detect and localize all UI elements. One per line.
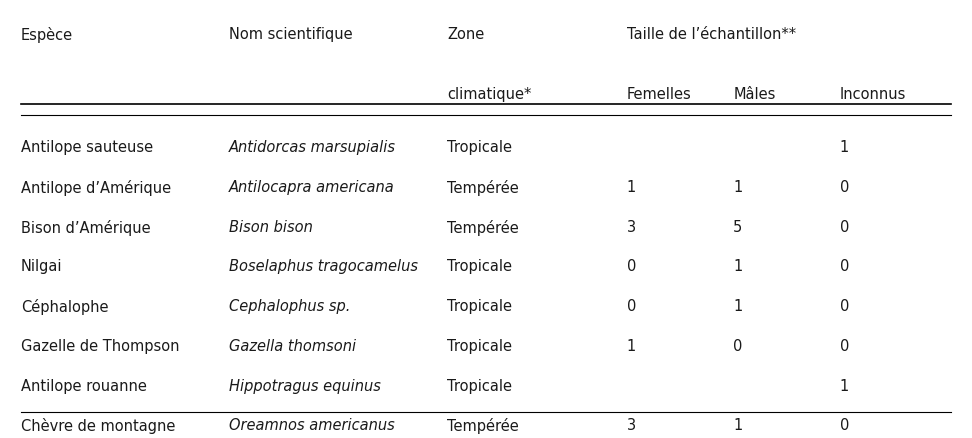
Text: Antidorcas marsupialis: Antidorcas marsupialis [229,140,397,155]
Text: 0: 0 [733,339,743,354]
Text: 0: 0 [840,339,850,354]
Text: Mâles: Mâles [733,87,776,102]
Text: 1: 1 [627,339,636,354]
Text: Tempérée: Tempérée [447,220,519,236]
Text: Zone: Zone [447,27,484,42]
Text: 0: 0 [627,299,636,314]
Text: Hippotragus equinus: Hippotragus equinus [229,379,381,394]
Text: 1: 1 [733,299,743,314]
Text: Nilgai: Nilgai [20,259,62,275]
Text: Taille de l’échantillon**: Taille de l’échantillon** [627,27,796,42]
Text: Gazella thomsoni: Gazella thomsoni [229,339,357,354]
Text: climatique*: climatique* [447,87,532,102]
Text: Tropicale: Tropicale [447,299,512,314]
Text: Antilope rouanne: Antilope rouanne [20,379,147,394]
Text: Tempérée: Tempérée [447,180,519,196]
Text: Tropicale: Tropicale [447,140,512,155]
Text: 0: 0 [840,299,850,314]
Text: Tropicale: Tropicale [447,259,512,275]
Text: 1: 1 [627,180,636,195]
Text: Tropicale: Tropicale [447,339,512,354]
Text: 1: 1 [733,180,743,195]
Text: Nom scientifique: Nom scientifique [229,27,353,42]
Text: Tempérée: Tempérée [447,418,519,434]
Text: Bison bison: Bison bison [229,220,313,235]
Text: 5: 5 [733,220,743,235]
Text: Oreamnos americanus: Oreamnos americanus [229,418,395,434]
Text: 0: 0 [627,259,636,275]
Text: 1: 1 [733,259,743,275]
Text: Bison d’Amérique: Bison d’Amérique [20,220,151,236]
Text: Femelles: Femelles [627,87,691,102]
Text: Inconnus: Inconnus [840,87,906,102]
Text: Antilocapra americana: Antilocapra americana [229,180,395,195]
Text: Antilope d’Amérique: Antilope d’Amérique [20,180,171,196]
Text: Boselaphus tragocamelus: Boselaphus tragocamelus [229,259,418,275]
Text: 0: 0 [840,220,850,235]
Text: 1: 1 [840,379,849,394]
Text: 1: 1 [840,140,849,155]
Text: Chèvre de montagne: Chèvre de montagne [20,418,175,434]
Text: 1: 1 [733,418,743,434]
Text: 3: 3 [627,220,636,235]
Text: 0: 0 [840,259,850,275]
Text: Céphalophe: Céphalophe [20,299,108,315]
Text: 0: 0 [840,180,850,195]
Text: Antilope sauteuse: Antilope sauteuse [20,140,153,155]
Text: Espèce: Espèce [20,27,73,43]
Text: Gazelle de Thompson: Gazelle de Thompson [20,339,179,354]
Text: Cephalophus sp.: Cephalophus sp. [229,299,351,314]
Text: Tropicale: Tropicale [447,379,512,394]
Text: 3: 3 [627,418,636,434]
Text: 0: 0 [840,418,850,434]
